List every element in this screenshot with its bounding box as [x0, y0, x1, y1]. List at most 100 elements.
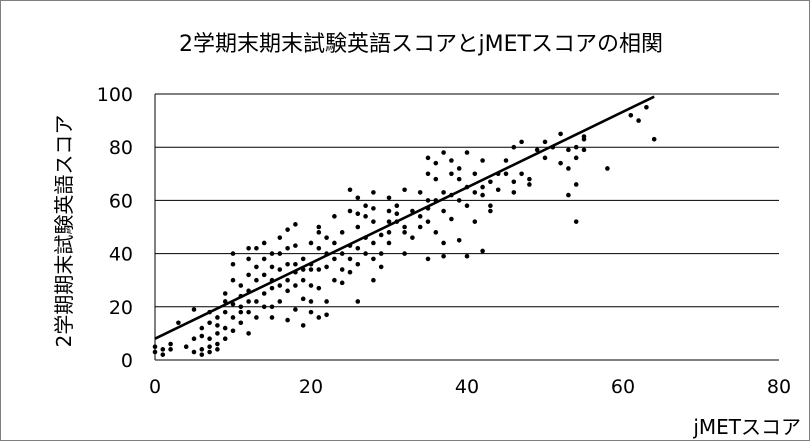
data-point-11 — [199, 352, 205, 357]
data-point-68 — [285, 277, 290, 283]
data-point-137 — [402, 230, 407, 235]
data-point-20 — [215, 341, 220, 347]
data-point-171 — [480, 184, 485, 190]
data-point-153 — [441, 150, 446, 155]
data-point-24 — [215, 347, 220, 352]
data-point-149 — [433, 176, 439, 182]
data-point-158 — [449, 158, 454, 163]
data-point-180 — [503, 158, 509, 163]
data-point-159 — [449, 216, 454, 222]
data-point-146 — [425, 219, 431, 224]
data-point-175 — [488, 179, 493, 185]
data-point-92 — [316, 315, 322, 320]
data-point-117 — [363, 251, 368, 256]
data-point-15 — [207, 336, 212, 342]
data-point-84 — [308, 240, 314, 246]
data-point-89 — [316, 245, 322, 251]
data-point-2 — [160, 347, 166, 352]
data-point-22 — [215, 323, 220, 328]
data-point-174 — [488, 203, 493, 209]
data-point-183 — [511, 190, 517, 195]
data-point-165 — [464, 203, 470, 209]
data-point-1 — [152, 349, 158, 355]
data-point-163 — [456, 238, 462, 243]
data-point-134 — [402, 224, 407, 230]
data-point-186 — [527, 176, 532, 182]
data-point-197 — [573, 144, 579, 150]
data-point-196 — [566, 192, 571, 198]
data-point-56 — [261, 240, 267, 246]
data-point-216 — [316, 285, 322, 291]
data-point-81 — [300, 256, 306, 262]
data-point-169 — [472, 171, 478, 177]
data-point-177 — [495, 187, 501, 193]
data-point-206 — [636, 118, 641, 123]
data-point-69 — [285, 261, 290, 267]
data-point-189 — [542, 155, 548, 161]
x-tick-label-0: 0 — [149, 376, 161, 398]
data-point-218 — [285, 245, 290, 251]
data-point-204 — [605, 166, 610, 171]
data-point-205 — [628, 112, 634, 118]
data-point-192 — [558, 131, 563, 137]
data-point-21 — [215, 331, 220, 336]
tick-layer: 0 20 40 60 80 100 0 20 40 60 80 — [97, 84, 791, 398]
data-point-116 — [363, 214, 368, 219]
data-point-97 — [324, 299, 329, 304]
data-point-104 — [339, 230, 345, 235]
data-point-43 — [246, 272, 251, 278]
data-point-182 — [511, 144, 517, 150]
trendline — [154, 95, 655, 340]
data-point-74 — [293, 283, 298, 288]
data-point-23 — [215, 315, 220, 320]
data-point-25 — [222, 299, 228, 304]
data-point-170 — [472, 219, 478, 224]
data-point-101 — [332, 214, 337, 219]
data-point-58 — [269, 285, 275, 291]
data-point-166 — [464, 150, 470, 155]
data-point-120 — [371, 256, 376, 262]
data-point-4 — [168, 341, 173, 347]
data-point-31 — [230, 261, 236, 267]
data-point-103 — [339, 267, 345, 272]
data-point-39 — [238, 309, 244, 315]
data-point-96 — [324, 312, 329, 318]
data-point-45 — [246, 299, 251, 304]
data-point-12 — [199, 347, 205, 352]
data-point-126 — [378, 264, 384, 270]
data-point-40 — [238, 283, 244, 288]
data-point-179 — [503, 171, 509, 177]
data-point-172 — [480, 192, 485, 198]
data-point-62 — [269, 315, 275, 320]
data-point-72 — [285, 317, 290, 323]
data-point-119 — [371, 240, 376, 246]
data-point-42 — [246, 256, 251, 262]
data-point-212 — [355, 211, 361, 216]
x-tick-label-80: 80 — [767, 376, 791, 398]
data-point-50 — [254, 277, 259, 283]
data-point-36 — [238, 304, 244, 310]
data-point-142 — [417, 224, 423, 230]
data-point-46 — [246, 309, 251, 315]
data-point-193 — [558, 160, 563, 166]
data-point-63 — [277, 267, 283, 272]
data-point-213 — [371, 206, 376, 211]
data-point-70 — [285, 288, 290, 294]
data-point-151 — [433, 230, 439, 235]
data-point-144 — [425, 171, 431, 177]
data-point-147 — [425, 198, 431, 203]
data-point-27 — [222, 325, 228, 331]
data-point-108 — [347, 187, 353, 193]
data-point-91 — [316, 224, 322, 230]
data-point-214 — [386, 195, 392, 201]
data-point-121 — [371, 219, 376, 224]
data-point-161 — [456, 176, 462, 182]
data-point-124 — [378, 232, 384, 238]
data-point-79 — [300, 277, 306, 283]
data-point-110 — [355, 245, 361, 251]
data-point-52 — [254, 299, 259, 304]
data-point-188 — [534, 147, 540, 153]
data-point-112 — [355, 261, 361, 267]
data-point-106 — [347, 256, 353, 262]
data-point-99 — [332, 256, 337, 262]
